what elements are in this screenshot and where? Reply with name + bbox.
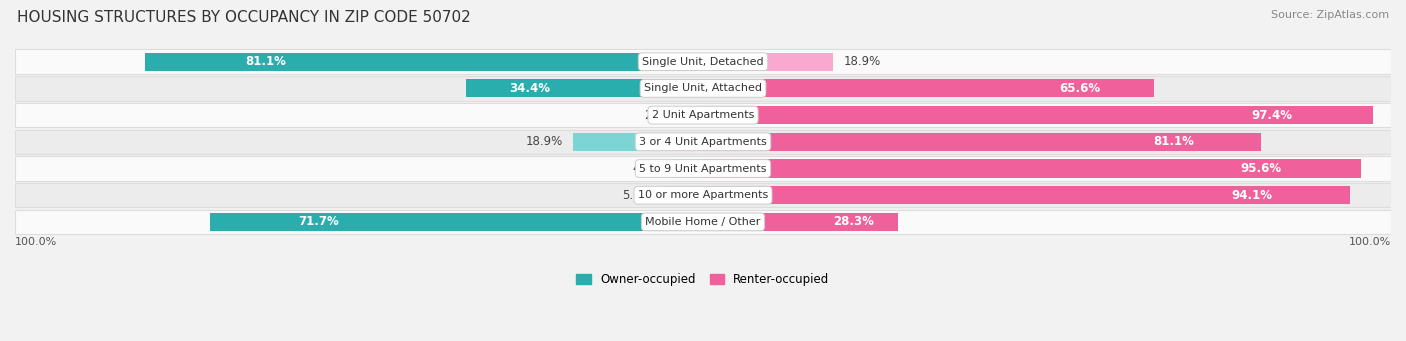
Bar (15, 183, 1391, 207)
Bar (703, 79, 1154, 98)
Text: 10 or more Apartments: 10 or more Apartments (638, 190, 768, 200)
Text: 2 Unit Apartments: 2 Unit Apartments (652, 110, 754, 120)
Text: 18.9%: 18.9% (526, 135, 562, 148)
Bar (145, 53, 703, 71)
Text: Single Unit, Attached: Single Unit, Attached (644, 84, 762, 93)
Text: Mobile Home / Other: Mobile Home / Other (645, 217, 761, 227)
Text: 34.4%: 34.4% (509, 82, 550, 95)
Bar (574, 133, 703, 151)
Bar (703, 186, 1350, 204)
Bar (467, 79, 703, 98)
Bar (15, 156, 1391, 181)
Bar (703, 213, 897, 231)
Text: Single Unit, Detached: Single Unit, Detached (643, 57, 763, 67)
Bar (15, 210, 1391, 234)
Bar (703, 133, 1261, 151)
Text: 94.1%: 94.1% (1232, 189, 1272, 202)
Text: Source: ZipAtlas.com: Source: ZipAtlas.com (1271, 10, 1389, 20)
Text: 3 or 4 Unit Apartments: 3 or 4 Unit Apartments (640, 137, 766, 147)
Text: 2.7%: 2.7% (644, 108, 673, 122)
Text: 100.0%: 100.0% (1348, 237, 1391, 247)
Text: 5 to 9 Unit Apartments: 5 to 9 Unit Apartments (640, 163, 766, 174)
Bar (685, 106, 703, 124)
Text: 4.4%: 4.4% (633, 162, 662, 175)
Text: HOUSING STRUCTURES BY OCCUPANCY IN ZIP CODE 50702: HOUSING STRUCTURES BY OCCUPANCY IN ZIP C… (17, 10, 471, 25)
Text: 71.7%: 71.7% (298, 216, 339, 228)
Text: 81.1%: 81.1% (1153, 135, 1194, 148)
Text: 28.3%: 28.3% (834, 216, 875, 228)
Bar (662, 186, 703, 204)
Bar (15, 76, 1391, 101)
Legend: Owner-occupied, Renter-occupied: Owner-occupied, Renter-occupied (576, 273, 830, 286)
Bar (703, 53, 832, 71)
Text: 5.9%: 5.9% (623, 189, 652, 202)
Text: 95.6%: 95.6% (1240, 162, 1282, 175)
Bar (703, 160, 1361, 178)
Text: 97.4%: 97.4% (1251, 108, 1292, 122)
Text: 18.9%: 18.9% (844, 55, 880, 68)
Bar (15, 103, 1391, 128)
Bar (209, 213, 703, 231)
Text: 100.0%: 100.0% (15, 237, 58, 247)
Text: 81.1%: 81.1% (246, 55, 287, 68)
Bar (703, 106, 1374, 124)
Text: 65.6%: 65.6% (1059, 82, 1099, 95)
Bar (15, 130, 1391, 154)
Bar (672, 160, 703, 178)
Bar (15, 49, 1391, 74)
